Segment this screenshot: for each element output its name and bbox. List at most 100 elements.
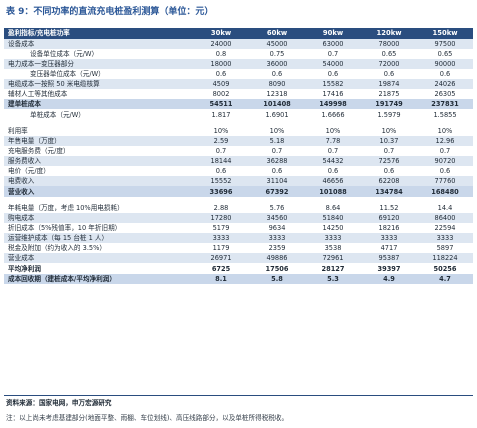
- value-cell: 5897: [436, 244, 454, 253]
- value-cell: 10%: [325, 126, 341, 135]
- row-label: 变压器单位成本（元/W）: [30, 69, 105, 78]
- value-cell: 0.6: [215, 69, 227, 78]
- row-label: 电价（元/度）: [8, 167, 50, 176]
- value-cell: 3333: [249, 233, 305, 244]
- spacer-row: [4, 119, 473, 126]
- value-cell: 14.4: [437, 203, 453, 212]
- row-label: 购电成本: [4, 212, 193, 223]
- table-row: 营业成本 26971 49886 72961 95387 118224: [4, 253, 473, 264]
- value-cell: 72576: [361, 156, 417, 167]
- value-cell: 134784: [361, 186, 417, 197]
- header-cell: 盈利指标/充电桩功率: [4, 28, 193, 39]
- row-label: 设备单位成本（元/W）: [30, 49, 99, 58]
- value-cell: 24000: [193, 38, 249, 49]
- value-cell: 0.6: [271, 69, 283, 78]
- row-label: [4, 196, 193, 203]
- row-label: 电缆成本一按照 50 米电缆核算: [4, 79, 193, 90]
- header-cell: 150kw: [417, 28, 473, 39]
- value-cell: 5.18: [249, 135, 305, 146]
- value-cell: 54000: [305, 58, 361, 69]
- value-cell: 0.8: [215, 49, 227, 58]
- value-cell: 18000: [193, 58, 249, 69]
- value-cell: 0.75: [269, 49, 285, 58]
- value-cell: 26305: [434, 90, 456, 99]
- row-label: 单桩成本（元/W）: [30, 110, 85, 119]
- value-cell: 54511: [193, 99, 249, 110]
- table-row: 充电服务费（元/度） 0.7 0.7 0.7 0.7 0.7: [4, 146, 473, 156]
- value-cell: 8090: [249, 79, 305, 90]
- value-cell: 9634: [268, 223, 286, 232]
- row-label: 税金及附加（约为收入的 3.5%）: [8, 244, 106, 253]
- note-text: 注：以上尚未考虑基建部分(地面平整、雨棚、车位划线)、高压线路部分，以及单桩所得…: [6, 414, 289, 422]
- value-cell: [305, 119, 361, 126]
- value-cell: 17506: [265, 264, 289, 273]
- table-bottom-rule: [4, 395, 473, 396]
- header-cell: 90kw: [305, 28, 361, 39]
- table-row: 设备成本 24000 45000 63000 78000 97500: [4, 38, 473, 49]
- row-label: 营业收入: [4, 186, 193, 197]
- value-cell: 6725: [211, 264, 231, 273]
- table-row: 年耗电量（万度，考虑 10%用电损耗） 2.88 5.76 8.64 11.52 14.4: [4, 203, 473, 213]
- row-label: 年耗电量（万度，考虑 10%用电损耗）: [8, 203, 124, 212]
- value-cell: 2.59: [193, 135, 249, 146]
- value-cell: 3333: [305, 233, 361, 244]
- value-cell: 1.817: [211, 110, 231, 119]
- table-row: 平均净利润 6725 17506 28127 39397 50256: [4, 263, 473, 273]
- row-label: 电力成本一变压器部分: [4, 58, 193, 69]
- value-cell: 10%: [381, 126, 397, 135]
- value-cell: 62208: [361, 176, 417, 187]
- value-cell: 1.6901: [265, 110, 289, 119]
- value-cell: 5.8: [249, 273, 305, 284]
- row-label: 营业成本: [4, 253, 193, 264]
- table-row: 辅材人工等其他成本 8002 12318 17416 21875 26305: [4, 89, 473, 99]
- row-label: 充电服务费（元/度）: [8, 146, 70, 155]
- value-cell: 0.6: [215, 167, 227, 176]
- value-cell: 14250: [322, 223, 344, 232]
- value-cell: 5.3: [305, 273, 361, 284]
- value-cell: 1179: [212, 244, 230, 253]
- table-row: 税金及附加（约为收入的 3.5%） 1179 2359 3538 4717 5897: [4, 243, 473, 253]
- table-row: 购电成本 17280 34560 51840 69120 86400: [4, 212, 473, 223]
- value-cell: 2359: [268, 244, 286, 253]
- row-label: 成本回收期（建桩成本/平均净利润）: [4, 273, 193, 284]
- value-cell: 46656: [305, 176, 361, 187]
- value-cell: 90720: [417, 156, 473, 167]
- value-cell: [305, 196, 361, 203]
- value-cell: 0.7: [271, 146, 283, 155]
- row-label: 辅材人工等其他成本: [8, 90, 68, 99]
- row-label: 平均净利润: [8, 264, 41, 273]
- value-cell: 0.6: [327, 167, 339, 176]
- value-cell: 101088: [305, 186, 361, 197]
- value-cell: 4.9: [361, 273, 417, 284]
- table-row: 电价（元/度） 0.6 0.6 0.6 0.6 0.6: [4, 166, 473, 176]
- value-cell: 49886: [249, 253, 305, 264]
- header-cell: 120kw: [361, 28, 417, 39]
- value-cell: 168480: [417, 186, 473, 197]
- value-cell: 50256: [433, 264, 457, 273]
- value-cell: 51840: [305, 212, 361, 223]
- value-cell: 1.5979: [377, 110, 401, 119]
- value-cell: 237831: [417, 99, 473, 110]
- row-label: 建单桩成本: [4, 99, 193, 110]
- value-cell: 17416: [322, 90, 344, 99]
- spacer-row: [4, 196, 473, 203]
- table-row: 运营维护成本（每 15 台桩 1 人） 3333 3333 3333 3333 3333: [4, 233, 473, 244]
- table-row: 电力成本一变压器部分 18000 36000 54000 72000 90000: [4, 58, 473, 69]
- table-header-row: 盈利指标/充电桩功率 30kw 60kw 90kw 120kw 150kw: [4, 28, 473, 39]
- table-row: 单桩成本（元/W） 1.817 1.6901 1.6666 1.5979 1.5855: [4, 109, 473, 119]
- value-cell: 54432: [305, 156, 361, 167]
- value-cell: 17280: [193, 212, 249, 223]
- value-cell: 3333: [417, 233, 473, 244]
- value-cell: 22594: [434, 223, 456, 232]
- value-cell: 12.96: [417, 135, 473, 146]
- value-cell: 63000: [305, 38, 361, 49]
- value-cell: 1.5855: [433, 110, 457, 119]
- value-cell: 67392: [249, 186, 305, 197]
- value-cell: 0.6: [327, 69, 339, 78]
- table-row: 电费收入 15552 31104 46656 62208 77760: [4, 176, 473, 187]
- row-label: 电费收入: [4, 176, 193, 187]
- value-cell: [249, 119, 305, 126]
- value-cell: 28127: [321, 264, 345, 273]
- value-cell: 0.65: [381, 49, 397, 58]
- value-cell: [361, 119, 417, 126]
